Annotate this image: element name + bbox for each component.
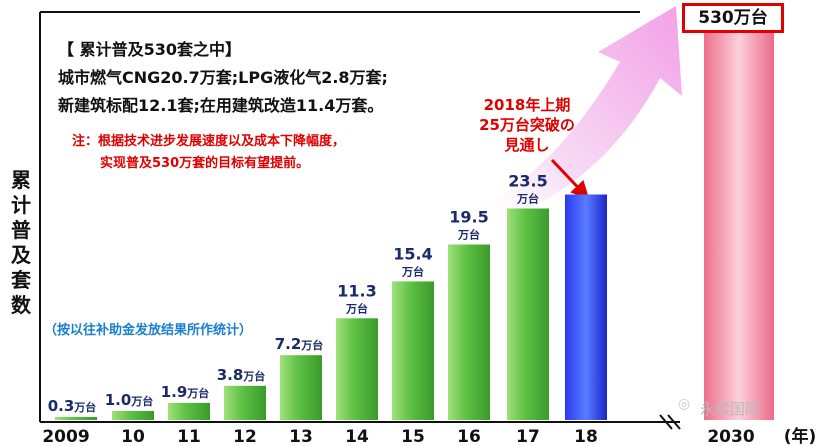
x-tick-14: 14 bbox=[345, 427, 369, 446]
callout-line-3: 見通し bbox=[504, 136, 550, 154]
bar-14 bbox=[336, 318, 378, 420]
value-label-15: 15.4 bbox=[393, 244, 432, 263]
growth-arrow bbox=[470, 6, 682, 222]
x-tick-16: 16 bbox=[457, 427, 481, 446]
y-axis-label: 累计普及套数 bbox=[11, 168, 31, 317]
bar-11 bbox=[168, 402, 210, 420]
x-tick-13: 13 bbox=[289, 427, 313, 446]
bar-13 bbox=[280, 355, 322, 420]
value-label-10: 1.0万台 bbox=[105, 391, 154, 409]
target-value-box: 530万台 bbox=[682, 3, 784, 33]
note-red-1: 注：根据技术进步发展速度以及成本下降幅度， bbox=[72, 134, 346, 149]
statistics-note: （按以往补助金发放结果所作统计） bbox=[44, 323, 253, 338]
bar-15 bbox=[392, 281, 434, 420]
callout-text: 2018年上期 25万台突破の 見通し bbox=[447, 95, 607, 155]
value-label-14: 11.3 bbox=[337, 281, 376, 300]
value-unit-16: 万台 bbox=[457, 228, 480, 242]
value-unit-14: 万台 bbox=[345, 301, 368, 315]
value-unit-17: 万台 bbox=[516, 192, 539, 206]
x-tick-11: 11 bbox=[177, 427, 201, 446]
bar-2030 bbox=[704, 4, 774, 420]
value-label-13: 7.2万台 bbox=[275, 335, 324, 353]
callout-line-1: 2018年上期 bbox=[483, 96, 571, 114]
x-tick-10: 10 bbox=[121, 427, 145, 446]
value-label-2009: 0.3万台 bbox=[48, 397, 97, 415]
value-label-11: 1.9万台 bbox=[161, 383, 210, 401]
note-line-3: 新建筑标配12.1套;在用建筑改造11.4万套。 bbox=[58, 96, 384, 115]
bar-10 bbox=[112, 411, 154, 420]
bar-17 bbox=[507, 208, 549, 420]
note-red-2: 实现普及530万套的目标有望提前。 bbox=[100, 156, 310, 171]
x-axis-unit: (年) bbox=[784, 426, 817, 446]
watermark-text: 永续国际 bbox=[700, 400, 761, 418]
x-tick-18: 18 bbox=[574, 427, 598, 446]
value-unit-15: 万台 bbox=[401, 264, 424, 278]
callout-arrow bbox=[550, 158, 590, 200]
bar-16 bbox=[448, 244, 490, 420]
value-label-12: 3.8万台 bbox=[217, 366, 266, 384]
axis-break bbox=[659, 414, 681, 430]
note-line-1: 【 累计普及530套之中】 bbox=[58, 40, 241, 59]
wechat-icon: ◎ bbox=[678, 396, 691, 412]
x-tick-12: 12 bbox=[233, 427, 257, 446]
x-tick-15: 15 bbox=[401, 427, 425, 446]
x-tick-17: 17 bbox=[516, 427, 540, 446]
value-label-16: 19.5 bbox=[449, 208, 488, 227]
bar-12 bbox=[224, 385, 266, 420]
value-label-17: 23.5 bbox=[508, 172, 547, 191]
callout-line-2: 25万台突破の bbox=[479, 116, 575, 134]
bar-18 bbox=[565, 194, 607, 420]
bar-2009 bbox=[55, 417, 97, 420]
x-tick-2009: 2009 bbox=[42, 427, 89, 446]
x-tick-2030: 2030 bbox=[707, 427, 754, 446]
note-line-2: 城市燃气CNG20.7万套;LPG液化气2.8万套; bbox=[58, 68, 388, 87]
